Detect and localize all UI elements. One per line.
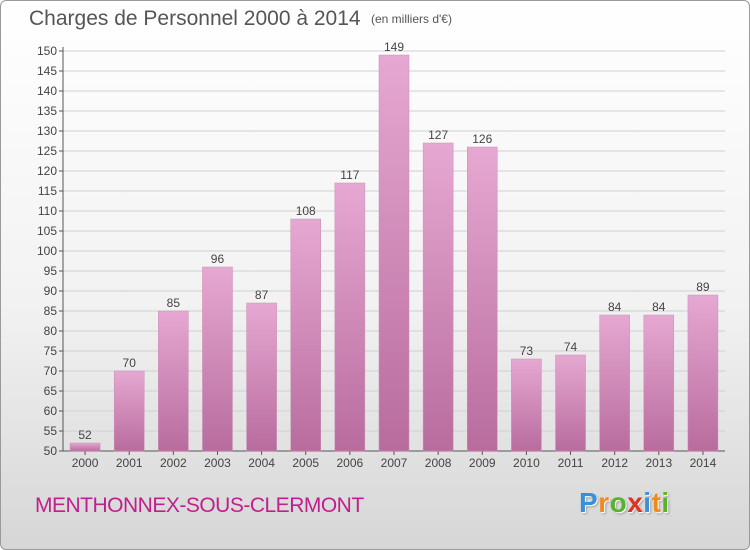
bar (555, 354, 586, 452)
x-tick-label: 2010 (513, 456, 540, 470)
x-tick-label: 2003 (204, 456, 231, 470)
y-tick-label: 145 (37, 64, 57, 78)
data-labels: 52 70 85 96 87 108 117 149 127 126 73 74 84 84 89 (78, 40, 710, 442)
x-tick-label: 2001 (116, 456, 143, 470)
y-tick-label: 105 (37, 224, 57, 238)
bar (246, 302, 277, 452)
x-tick-label: 2000 (72, 456, 99, 470)
data-label: 117 (340, 168, 359, 182)
brand-letter: t (651, 487, 662, 518)
y-tick-label: 55 (44, 424, 58, 438)
commune-name: MENTHONNEX-SOUS-CLERMONT (35, 494, 364, 517)
bar (158, 310, 189, 452)
brand-letter: i (661, 487, 670, 518)
data-label: 126 (472, 132, 492, 146)
y-tick-label: 135 (37, 104, 57, 118)
data-label: 52 (78, 428, 92, 442)
bar (290, 218, 321, 452)
data-label: 85 (167, 296, 181, 310)
x-tick-label: 2005 (292, 456, 319, 470)
bar (422, 142, 454, 452)
data-label: 89 (696, 280, 710, 294)
y-tick-label: 125 (37, 144, 57, 158)
x-tick-label: 2002 (160, 456, 187, 470)
chart-title: Charges de Personnel 2000 à 2014 (29, 7, 361, 30)
y-tick-label: 80 (44, 324, 58, 338)
y-tick-labels: 50 55 60 65 70 75 80 85 90 95 100 105 110 115 120 125 13… (37, 44, 57, 458)
data-label: 87 (255, 288, 269, 302)
bar (69, 442, 101, 452)
x-tick-label: 2004 (248, 456, 275, 470)
bar (643, 314, 675, 452)
y-tick-label: 90 (44, 284, 58, 298)
data-label: 84 (652, 300, 666, 314)
data-label: 108 (296, 204, 316, 218)
data-label: 73 (520, 344, 534, 358)
brand-letter: o (609, 487, 628, 518)
x-tick-label: 2013 (645, 456, 672, 470)
data-label: 74 (564, 340, 578, 354)
brand-logo: Proxiti (579, 487, 670, 519)
x-tick-label: 2009 (469, 456, 496, 470)
y-tick-label: 65 (44, 384, 58, 398)
bar (687, 294, 719, 452)
brand-letter: i (643, 487, 652, 518)
y-tick-label: 100 (37, 244, 57, 258)
x-tick-label: 2012 (601, 456, 628, 470)
brand-letter: x (627, 487, 644, 518)
x-tick-label: 2011 (558, 456, 584, 470)
y-tick-label: 50 (44, 444, 58, 458)
data-label: 84 (608, 300, 622, 314)
brand-letter: P (579, 487, 599, 518)
y-tick-label: 85 (44, 304, 58, 318)
data-label: 149 (384, 40, 404, 54)
y-tick-label: 130 (37, 124, 57, 138)
y-tick-label: 150 (37, 44, 57, 58)
x-tick-labels: 2000 2001 2002 2003 2004 2005 2006 2007 2008 2009… (72, 456, 717, 470)
y-tick-label: 120 (37, 164, 57, 178)
x-tick-label: 2008 (425, 456, 452, 470)
x-tick-label: 2006 (337, 456, 364, 470)
bar (334, 182, 366, 452)
x-tick-label: 2007 (381, 456, 408, 470)
chart-subtitle: (en milliers d'€) (371, 12, 452, 26)
y-tick-label: 110 (38, 204, 57, 218)
x-tick-label: 2014 (690, 456, 717, 470)
bars (69, 54, 719, 452)
data-label: 70 (123, 356, 137, 370)
bar (599, 314, 630, 452)
bar (378, 54, 410, 452)
bar (467, 146, 498, 452)
brand-letter: r (598, 487, 610, 518)
y-tick-label: 95 (44, 264, 58, 278)
data-label: 127 (428, 128, 448, 142)
y-tick-label: 60 (44, 404, 58, 418)
y-tick-label: 70 (44, 364, 58, 378)
bar (511, 358, 542, 452)
y-tick-label: 75 (44, 344, 58, 358)
data-label: 96 (211, 252, 225, 266)
bar (202, 266, 233, 452)
y-tick-label: 115 (38, 184, 57, 198)
bar (113, 370, 145, 452)
y-tick-label: 140 (37, 84, 57, 98)
